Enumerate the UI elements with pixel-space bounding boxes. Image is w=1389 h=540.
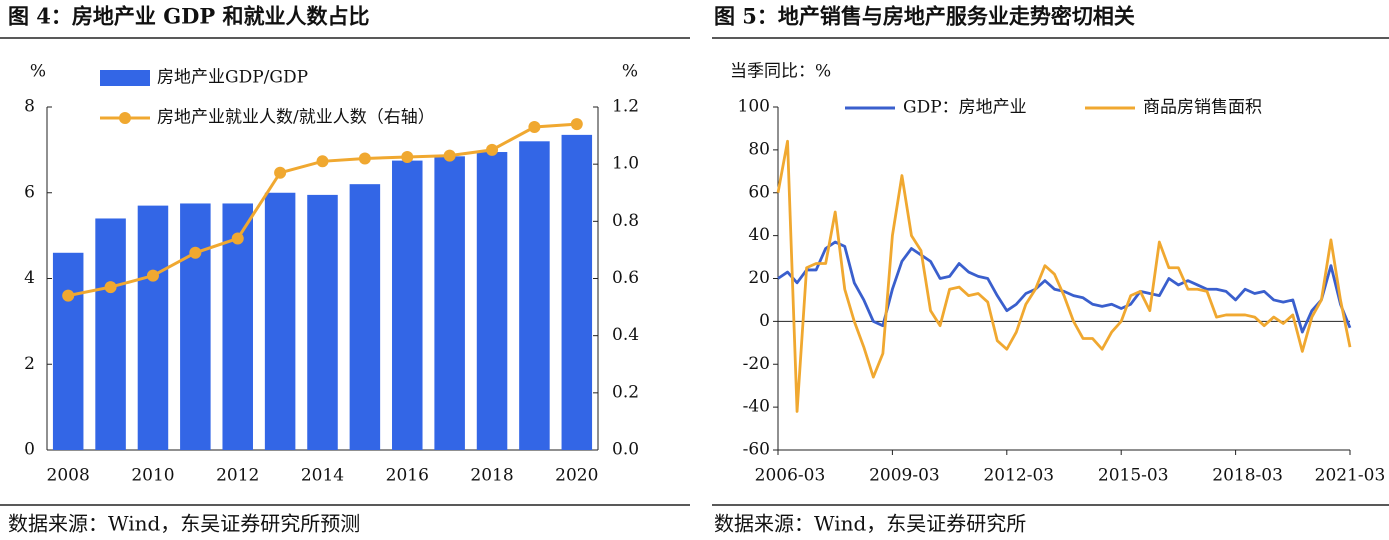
y2-tick-label: 0.6	[612, 268, 639, 288]
y2-axis-label: %	[622, 62, 638, 82]
y-tick-label: -20	[743, 354, 770, 374]
chart-title: 图 5：地产销售与房地产服务业走势密切相关	[714, 4, 1135, 29]
y2-tick-label: 1.0	[612, 154, 639, 174]
line-series	[777, 240, 1352, 334]
x-tick-label: 2016	[386, 466, 429, 486]
y-tick-label: 4	[24, 268, 35, 288]
x-tick-label: 2018-03	[1212, 466, 1283, 486]
line-marker	[528, 121, 541, 134]
y2-tick-label: 0.2	[612, 382, 639, 402]
line-marker	[189, 246, 202, 259]
y-tick-label: 0	[759, 311, 770, 331]
line-marker	[316, 155, 329, 168]
bar	[222, 203, 253, 450]
y2-tick-label: 0.0	[612, 440, 639, 460]
legend-label: GDP：房地产业	[903, 98, 1027, 118]
y-tick-label: 6	[24, 182, 35, 202]
line-marker	[231, 232, 244, 245]
x-tick-label: 2018	[470, 466, 513, 486]
y-tick-label: 2	[24, 354, 35, 374]
line-marker	[401, 151, 414, 164]
y-tick-label: -60	[743, 440, 770, 460]
bar	[137, 205, 169, 450]
source-note: 数据来源：Wind，东吴证券研究所预测	[8, 512, 360, 536]
bar	[307, 194, 338, 450]
legend-label: 商品房销售面积	[1143, 98, 1262, 118]
y-axis-label: 当季同比：%	[730, 62, 831, 82]
x-tick-label: 2008	[47, 466, 90, 486]
line-marker	[274, 166, 287, 179]
y-tick-label: 100	[738, 97, 770, 117]
chart-title: 图 4：房地产业 GDP 和就业人数占比	[8, 4, 369, 29]
line-marker	[146, 269, 159, 282]
legend-label: 房地产业GDP/GDP	[157, 68, 308, 88]
x-tick-label: 2010	[131, 466, 174, 486]
bar	[434, 156, 465, 450]
x-tick-label: 2012	[216, 466, 259, 486]
x-tick-label: 2009-03	[869, 466, 940, 486]
bar	[264, 192, 296, 450]
line-marker	[486, 143, 499, 156]
bar	[349, 184, 381, 451]
y2-tick-label: 0.8	[612, 211, 639, 231]
bar	[476, 152, 508, 451]
line-marker	[443, 149, 456, 162]
y-tick-label: 40	[748, 225, 770, 245]
x-tick-label: 2020	[555, 466, 598, 486]
line-marker	[570, 118, 583, 131]
line-series	[776, 139, 1352, 413]
x-tick-label: 2014	[301, 466, 344, 486]
x-tick-label: 2012-03	[983, 466, 1054, 486]
bar	[52, 252, 84, 450]
y-tick-label: 80	[748, 139, 770, 159]
y-axis-label: %	[30, 62, 46, 82]
source-note: 数据来源：Wind，东吴证券研究所	[714, 512, 1026, 536]
bar	[392, 160, 423, 450]
y-tick-label: 60	[748, 182, 770, 202]
bar	[519, 141, 550, 451]
x-tick-label: 2021-03	[1315, 466, 1386, 486]
bar	[561, 134, 593, 450]
x-tick-label: 2015-03	[1098, 466, 1169, 486]
y-tick-label: -40	[743, 397, 770, 417]
line-marker	[104, 281, 117, 294]
bar	[95, 218, 126, 450]
x-tick-label: 2006-03	[755, 466, 826, 486]
y-tick-label: 8	[24, 97, 35, 117]
y2-tick-label: 1.2	[612, 97, 639, 117]
legend-swatch	[100, 70, 150, 86]
line-marker	[358, 152, 371, 165]
line-marker	[62, 289, 75, 302]
legend-swatch	[119, 112, 131, 124]
y2-tick-label: 0.4	[612, 325, 639, 345]
y-tick-label: 0	[24, 440, 35, 460]
y-tick-label: 20	[748, 268, 770, 288]
bar	[180, 203, 211, 450]
legend-label: 房地产业就业人数/就业人数（右轴）	[157, 108, 435, 128]
